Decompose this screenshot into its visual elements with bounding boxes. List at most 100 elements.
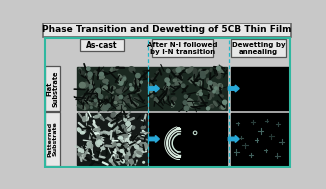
FancyArrow shape [148,85,159,92]
Ellipse shape [210,68,212,71]
Ellipse shape [171,102,174,107]
Ellipse shape [89,91,94,97]
Circle shape [208,81,212,85]
Ellipse shape [83,117,86,122]
Ellipse shape [210,91,214,97]
Text: Phase Transition and Dewetting of 5CB Thin Film: Phase Transition and Dewetting of 5CB Th… [42,26,292,35]
Ellipse shape [124,108,126,110]
Ellipse shape [88,89,95,95]
Bar [77,113,147,165]
Circle shape [119,95,123,99]
Ellipse shape [187,67,193,73]
FancyBboxPatch shape [80,39,125,51]
FancyBboxPatch shape [152,39,213,57]
Ellipse shape [144,143,147,149]
Ellipse shape [122,160,125,163]
Ellipse shape [127,152,130,156]
Ellipse shape [119,101,121,103]
Ellipse shape [179,67,184,69]
Ellipse shape [97,101,104,106]
Ellipse shape [98,138,101,142]
Ellipse shape [217,84,223,90]
Ellipse shape [93,101,97,105]
Ellipse shape [171,85,177,89]
Circle shape [201,74,205,78]
Ellipse shape [117,132,118,133]
Circle shape [136,74,140,78]
Bar [77,67,147,110]
Ellipse shape [214,101,217,106]
Ellipse shape [171,97,176,101]
Circle shape [90,107,92,108]
Ellipse shape [83,83,88,87]
Ellipse shape [126,162,129,164]
Ellipse shape [111,112,115,117]
Ellipse shape [97,135,101,139]
Text: After N-I followed
by I-N transition: After N-I followed by I-N transition [147,42,218,55]
Ellipse shape [175,74,183,79]
Ellipse shape [144,145,147,149]
Circle shape [198,82,199,84]
Bar [230,67,289,110]
Ellipse shape [97,103,102,106]
Ellipse shape [118,137,123,139]
Ellipse shape [186,100,191,104]
Ellipse shape [199,96,201,101]
Ellipse shape [82,82,88,89]
Circle shape [223,100,227,104]
Ellipse shape [219,104,226,109]
Ellipse shape [126,122,130,126]
Ellipse shape [110,68,113,73]
Bar [230,113,289,165]
Ellipse shape [96,98,98,102]
Ellipse shape [217,66,223,72]
Ellipse shape [143,142,145,146]
Text: Dewetting by
annealing: Dewetting by annealing [232,42,285,55]
Ellipse shape [113,67,119,71]
Circle shape [107,104,110,107]
Ellipse shape [101,147,105,149]
Ellipse shape [116,131,119,133]
Circle shape [215,87,217,89]
Ellipse shape [210,90,214,94]
Ellipse shape [208,105,213,108]
Ellipse shape [135,153,141,157]
Ellipse shape [101,105,107,111]
Circle shape [184,95,187,98]
Ellipse shape [151,78,154,80]
Ellipse shape [81,132,84,134]
Circle shape [129,84,132,86]
Ellipse shape [156,71,159,74]
Ellipse shape [87,143,92,148]
Ellipse shape [80,96,86,102]
Ellipse shape [114,101,117,104]
Ellipse shape [135,145,139,149]
Circle shape [124,77,126,80]
Ellipse shape [79,68,81,70]
Ellipse shape [120,150,124,153]
Circle shape [94,99,97,102]
Ellipse shape [111,86,115,89]
Circle shape [89,85,93,88]
Ellipse shape [78,149,84,153]
Ellipse shape [118,74,123,79]
Ellipse shape [202,70,208,75]
Ellipse shape [188,79,193,83]
Ellipse shape [150,83,152,88]
Ellipse shape [143,161,144,163]
Circle shape [167,69,170,73]
Ellipse shape [198,100,203,102]
Circle shape [150,90,152,93]
Ellipse shape [186,69,190,73]
Ellipse shape [129,67,135,72]
Text: Patterned
Substrate: Patterned Substrate [47,121,58,156]
Ellipse shape [77,105,83,109]
Ellipse shape [193,77,198,83]
Circle shape [181,84,185,88]
Circle shape [88,72,92,76]
FancyBboxPatch shape [231,39,286,57]
Ellipse shape [84,105,88,109]
Ellipse shape [209,83,214,88]
Circle shape [119,82,123,85]
Ellipse shape [116,105,124,109]
